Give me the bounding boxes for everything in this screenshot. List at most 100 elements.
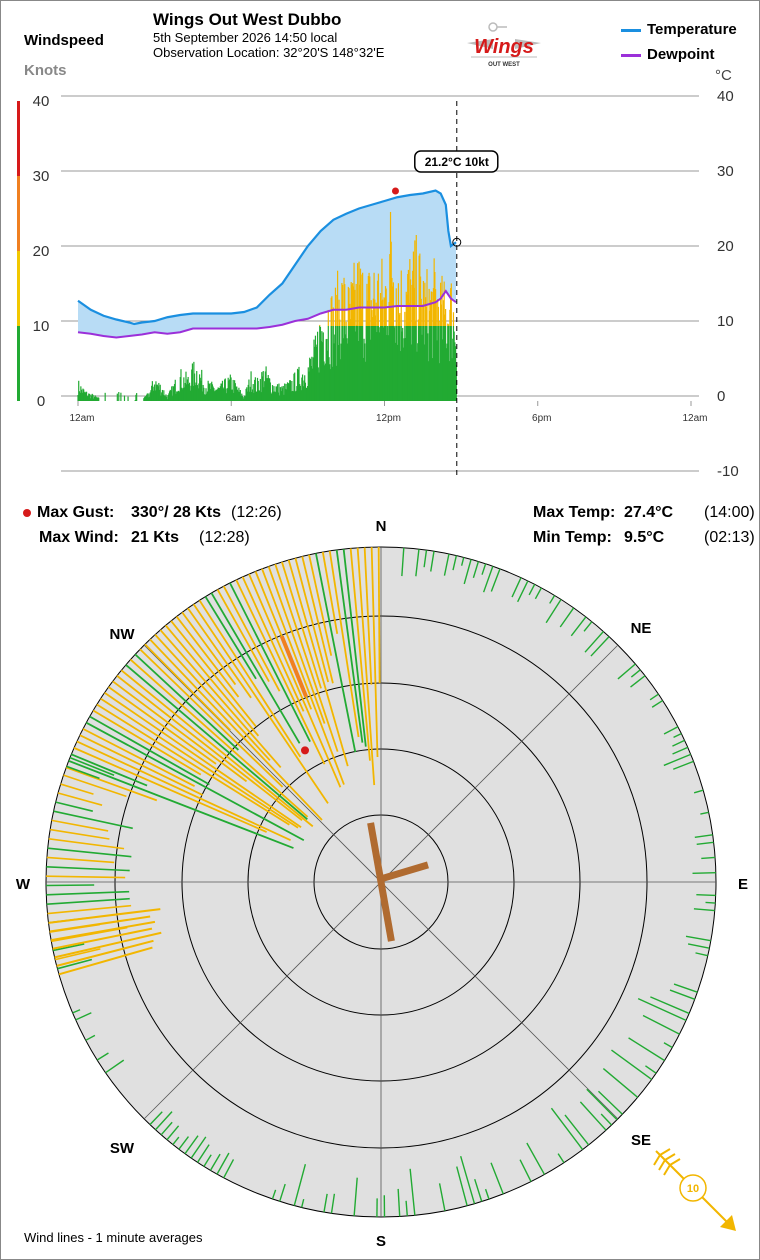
- wind-line: [100, 697, 299, 829]
- wind-line: [602, 1068, 639, 1098]
- wind-line: [129, 658, 309, 818]
- wind-line: [66, 765, 100, 780]
- wind-line: [528, 583, 536, 596]
- wind-line: [705, 901, 716, 904]
- right-tick-label: 40: [717, 88, 734, 105]
- wind-line: [545, 599, 562, 624]
- max-wind-line: [279, 635, 308, 698]
- gust-marker-icon: [23, 508, 31, 517]
- knots-axis-unit: Knots: [24, 62, 67, 79]
- wind-line: [53, 810, 133, 830]
- wind-line: [112, 680, 248, 783]
- left-tick-label: 20: [33, 243, 50, 260]
- wind-line: [557, 1153, 565, 1164]
- wind-line: [423, 550, 428, 568]
- wind-line: [216, 589, 270, 683]
- wind-line: [58, 946, 153, 976]
- wind-line: [484, 1188, 490, 1200]
- compass-label-sw: SW: [110, 1140, 135, 1157]
- x-tick-label: 12pm: [376, 413, 401, 424]
- wind-line: [178, 1136, 190, 1150]
- wind-line: [356, 547, 376, 786]
- legend-temperature-label: Temperature: [647, 21, 737, 38]
- observation-location: Observation Location: 32°20'S 148°32'E: [153, 45, 385, 60]
- wind-line: [223, 1159, 235, 1179]
- wind-line: [328, 550, 360, 738]
- max-gust-point: [391, 187, 399, 195]
- wind-line: [287, 559, 349, 767]
- wind-line: [56, 939, 154, 967]
- wind-line: [663, 726, 679, 735]
- wind-line: [187, 607, 252, 699]
- wind-line: [315, 553, 357, 753]
- wind-line: [579, 1101, 607, 1131]
- wind-line: [65, 766, 158, 802]
- tooltip-text: 21.2°C 10kt: [425, 155, 489, 169]
- wind-line: [490, 1162, 504, 1195]
- wind-line: [279, 1183, 286, 1202]
- wind-line: [570, 616, 587, 637]
- wind-line: [235, 579, 326, 765]
- wind-line: [534, 587, 542, 600]
- wind-line: [46, 890, 130, 896]
- wind-line: [693, 789, 704, 794]
- max-gust-stat: Max Gust:: [23, 504, 114, 522]
- current-value-marker: [452, 237, 462, 247]
- wind-line: [154, 634, 271, 761]
- wind-line: [209, 1153, 221, 1171]
- wind-line: [482, 565, 494, 593]
- max-wind-label: Max Wind:: [39, 529, 119, 546]
- celsius-axis-unit: °C: [715, 67, 732, 84]
- wind-line: [203, 1154, 212, 1167]
- min-temp-label: Min Temp:: [533, 529, 612, 546]
- max-wind-time: (12:28): [199, 529, 250, 546]
- wind-line: [63, 774, 127, 798]
- wind-line: [617, 663, 636, 680]
- min-temp-value: 9.5°C: [624, 529, 665, 546]
- x-tick-label: 6pm: [532, 413, 551, 424]
- wind-line: [198, 599, 302, 758]
- wind-line: [438, 1183, 446, 1211]
- wind-line: [46, 875, 126, 879]
- wind-line: [159, 629, 282, 769]
- chart-axes: -10 0 10 20 30 40 0 10 20 30 40 12am 6am 12pm 6pm 12am: [17, 88, 739, 480]
- wind-line: [663, 753, 691, 767]
- wind-line: [46, 897, 130, 905]
- wind-line: [377, 547, 381, 684]
- wind-line: [452, 555, 458, 571]
- wind-line: [164, 624, 260, 737]
- max-gust-point: [301, 746, 309, 755]
- wind-line: [294, 557, 330, 683]
- x-tick-label: 12am: [69, 413, 94, 424]
- wind-line: [490, 568, 501, 592]
- wind-line: [261, 568, 345, 785]
- wind-line: [267, 566, 326, 724]
- max-temp-time: (14:00): [704, 504, 755, 521]
- wind-line: [75, 1012, 92, 1021]
- wind-line: [685, 935, 711, 942]
- left-tick-label: 10: [33, 318, 50, 335]
- wind-line: [241, 576, 305, 712]
- wind-line: [370, 547, 379, 758]
- wind-line: [120, 669, 314, 828]
- wind-line: [409, 1168, 416, 1216]
- compass-label-ne: NE: [631, 620, 652, 637]
- compass-label-n: N: [376, 518, 387, 535]
- wind-line: [76, 740, 291, 842]
- max-wind-value: 21 Kts: [131, 529, 180, 546]
- wind-line: [456, 1166, 468, 1206]
- wind-line: [701, 856, 716, 860]
- wind-line: [687, 943, 710, 949]
- compass-label-e: E: [738, 876, 748, 893]
- scale-arrow-feather: [653, 1154, 661, 1166]
- wind-line: [401, 547, 405, 577]
- wind-line: [155, 1111, 173, 1131]
- wind-line: [79, 734, 204, 796]
- wind-line: [139, 648, 284, 788]
- wind-line: [519, 1159, 532, 1182]
- scale-arrow-feather: [669, 1158, 681, 1166]
- scale-arrow-feather: [663, 1164, 671, 1176]
- wind-line: [175, 616, 240, 698]
- wind-line: [645, 1065, 657, 1074]
